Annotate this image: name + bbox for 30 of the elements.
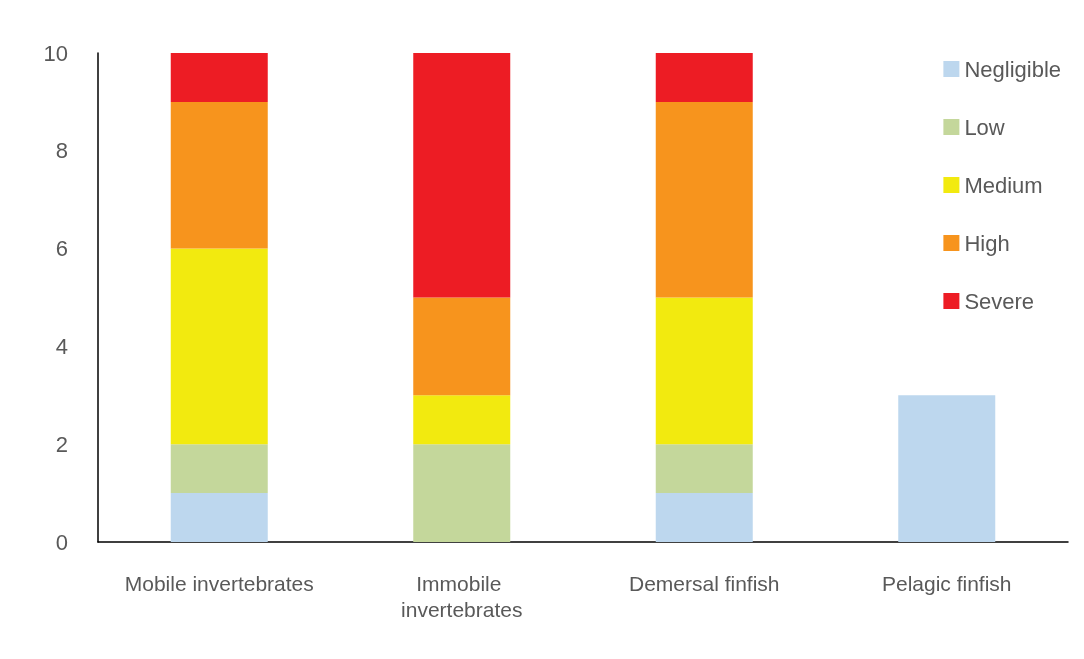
bar	[170, 53, 268, 102]
legend-label: Low	[964, 114, 1005, 140]
bar	[655, 101, 753, 298]
x-tick-label: Pelagic finfish	[881, 571, 1012, 595]
bar	[413, 297, 511, 396]
y-tick-label: 10	[43, 40, 68, 66]
bar	[413, 444, 511, 542]
bar	[170, 444, 268, 494]
legend-label: High	[964, 230, 1010, 256]
legend-label: Negligible	[964, 56, 1062, 82]
bar	[655, 444, 753, 494]
bar	[170, 248, 268, 445]
bar	[655, 493, 753, 542]
y-tick-label: 8	[55, 138, 68, 164]
x-tick-label: Demersal finfish	[628, 571, 780, 595]
bar	[413, 53, 511, 298]
bar	[655, 53, 753, 102]
y-tick-label: 2	[55, 431, 68, 457]
bar	[170, 493, 268, 542]
x-tick-label: Mobile invertebrates	[124, 571, 314, 595]
legend-label: Medium	[964, 172, 1043, 198]
legend-label: Severe	[964, 288, 1035, 314]
y-tick-label: 6	[55, 236, 68, 262]
bar	[170, 101, 268, 249]
bar	[413, 395, 511, 445]
y-tick-label: 0	[55, 529, 68, 555]
bar	[655, 297, 753, 445]
y-tick-label: 4	[55, 333, 68, 359]
bar	[898, 395, 996, 542]
x-tick-label: Immobile invertebrates	[401, 571, 523, 621]
